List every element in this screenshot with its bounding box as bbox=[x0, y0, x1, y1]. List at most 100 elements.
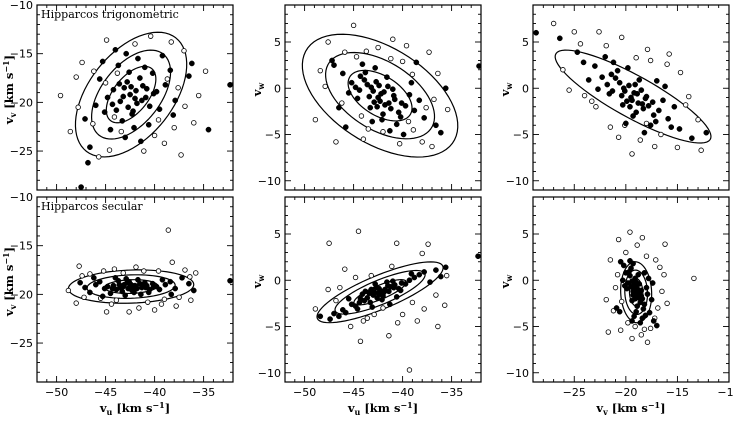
open-point bbox=[339, 100, 345, 106]
filled-point bbox=[172, 285, 179, 292]
open-point bbox=[325, 39, 331, 45]
open-point bbox=[644, 46, 651, 53]
y-tick-label: −5 bbox=[265, 129, 281, 142]
filled-point bbox=[134, 100, 140, 107]
filled-point bbox=[139, 82, 146, 89]
plot-frame bbox=[284, 4, 482, 191]
filled-point bbox=[398, 280, 405, 286]
open-point bbox=[627, 229, 633, 235]
filled-point bbox=[608, 71, 615, 78]
filled-point bbox=[190, 287, 197, 294]
filled-point bbox=[387, 105, 394, 112]
open-point bbox=[643, 253, 650, 259]
open-point bbox=[102, 80, 109, 86]
open-point bbox=[550, 20, 557, 27]
open-point bbox=[120, 270, 126, 276]
open-point bbox=[638, 332, 645, 338]
filled-point bbox=[372, 65, 379, 71]
open-point bbox=[326, 240, 332, 246]
open-point bbox=[357, 338, 364, 344]
filled-point bbox=[143, 282, 150, 289]
open-point bbox=[161, 140, 168, 146]
filled-point bbox=[150, 90, 157, 97]
open-point bbox=[431, 96, 437, 103]
filled-point bbox=[413, 59, 420, 66]
open-point bbox=[165, 227, 172, 233]
filled-point bbox=[641, 301, 648, 308]
open-point bbox=[100, 268, 107, 274]
filled-point bbox=[381, 289, 387, 296]
filled-point bbox=[648, 296, 655, 303]
filled-point bbox=[138, 291, 144, 298]
filled-point bbox=[650, 318, 657, 324]
filled-point bbox=[616, 308, 623, 315]
open-point bbox=[695, 116, 701, 123]
filled-point bbox=[621, 282, 628, 289]
open-point bbox=[322, 83, 328, 90]
open-point bbox=[87, 271, 93, 277]
filled-point bbox=[168, 291, 175, 298]
filled-point bbox=[156, 106, 163, 113]
open-point bbox=[81, 294, 87, 300]
filled-point bbox=[629, 318, 635, 324]
filled-point bbox=[128, 83, 134, 90]
filled-point bbox=[348, 301, 355, 308]
open-point bbox=[342, 266, 348, 272]
filled-point bbox=[109, 101, 116, 108]
open-point bbox=[380, 129, 386, 135]
filled-point bbox=[671, 103, 678, 110]
open-point bbox=[79, 273, 85, 279]
filled-point bbox=[227, 277, 233, 284]
filled-point bbox=[637, 319, 644, 326]
filled-point bbox=[336, 104, 342, 111]
filled-point bbox=[390, 92, 397, 99]
open-point bbox=[73, 300, 79, 306]
filled-point bbox=[96, 76, 103, 82]
open-point bbox=[388, 55, 394, 62]
filled-point bbox=[389, 278, 396, 285]
open-point bbox=[333, 139, 339, 145]
filled-point bbox=[327, 316, 333, 322]
open-point bbox=[358, 113, 365, 119]
filled-point bbox=[376, 82, 382, 89]
open-point bbox=[657, 264, 663, 270]
open-point bbox=[396, 141, 403, 147]
y-axis-label: vv [km s−1] bbox=[1, 247, 18, 317]
filled-point bbox=[352, 84, 359, 91]
x-tick-label: −20 bbox=[614, 386, 637, 399]
filled-point bbox=[649, 99, 656, 105]
filled-point bbox=[639, 101, 646, 107]
filled-point bbox=[92, 281, 99, 288]
open-point bbox=[312, 116, 319, 123]
filled-point bbox=[122, 134, 129, 141]
x-tick-label: −45 bbox=[342, 386, 365, 399]
filled-point bbox=[622, 270, 629, 276]
open-point bbox=[666, 51, 672, 57]
filled-point bbox=[386, 100, 392, 106]
data-layer bbox=[301, 22, 481, 158]
filled-point bbox=[634, 281, 641, 287]
open-point bbox=[617, 327, 624, 333]
open-point bbox=[444, 106, 451, 113]
open-point bbox=[619, 34, 625, 41]
filled-point bbox=[188, 60, 195, 67]
filled-point bbox=[356, 299, 363, 306]
filled-point bbox=[345, 90, 352, 96]
filled-point bbox=[109, 285, 116, 292]
data-layer bbox=[312, 228, 481, 373]
filled-point bbox=[339, 70, 346, 77]
open-point bbox=[347, 323, 354, 330]
open-point bbox=[435, 70, 441, 77]
open-point bbox=[682, 102, 689, 108]
open-point bbox=[386, 333, 392, 339]
filled-point bbox=[107, 290, 114, 297]
open-point bbox=[652, 143, 658, 150]
open-point bbox=[426, 49, 432, 55]
open-point bbox=[421, 306, 427, 312]
open-point bbox=[133, 264, 139, 270]
filled-point bbox=[644, 291, 651, 297]
filled-point bbox=[141, 64, 148, 71]
filled-point bbox=[145, 121, 152, 128]
open-point bbox=[647, 57, 654, 64]
open-point bbox=[653, 257, 659, 263]
